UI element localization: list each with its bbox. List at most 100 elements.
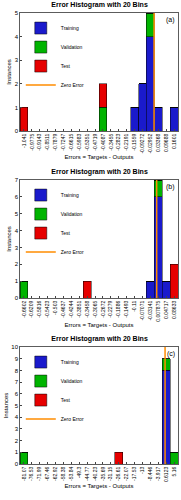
svg-text:-3.917: -3.917: [155, 467, 161, 481]
svg-text:-71.99: -71.99: [36, 467, 42, 481]
svg-text:-0.03141: -0.03141: [147, 301, 153, 321]
svg-text:0.08633: 0.08633: [171, 301, 177, 319]
svg-text:9: 9: [15, 356, 19, 362]
svg-text:1: 1: [15, 105, 19, 111]
svg-text:Zero Error: Zero Error: [61, 249, 84, 255]
svg-text:-0.7879: -0.7879: [52, 134, 58, 151]
svg-text:-0.09272: -0.09272: [139, 134, 145, 154]
svg-text:-49.3: -49.3: [76, 467, 82, 479]
svg-text:Training: Training: [61, 25, 79, 31]
svg-text:7: 7: [15, 177, 19, 183]
svg-text:Instances: Instances: [6, 59, 12, 85]
svg-text:-0.4719: -0.4719: [92, 134, 98, 151]
svg-text:-0.5816: -0.5816: [36, 301, 42, 318]
svg-text:-0.503: -0.503: [52, 301, 58, 315]
svg-text:Training: Training: [61, 192, 79, 198]
svg-text:-0.4244: -0.4244: [68, 301, 74, 318]
svg-text:-13: -13: [139, 467, 145, 474]
svg-text:-0.11: -0.11: [131, 301, 137, 312]
svg-text:-8.446: -8.446: [147, 467, 153, 481]
svg-text:-81.07: -81.07: [21, 467, 27, 481]
svg-text:6: 6: [15, 194, 19, 200]
svg-text:0: 0: [15, 128, 19, 134]
svg-text:(c): (c): [167, 350, 175, 358]
svg-text:-0.1493: -0.1493: [123, 301, 129, 318]
svg-text:-76.53: -76.53: [28, 467, 34, 481]
svg-text:-26.61: -26.61: [115, 467, 121, 481]
svg-text:0.09688: 0.09688: [163, 134, 169, 152]
svg-text:(a): (a): [166, 16, 175, 24]
svg-text:-0.3455: -0.3455: [108, 134, 114, 151]
svg-text:(b): (b): [166, 183, 175, 191]
svg-text:10: 10: [11, 344, 18, 350]
svg-text:7: 7: [15, 379, 19, 385]
svg-text:Test: Test: [61, 230, 71, 236]
svg-text:-35.69: -35.69: [100, 467, 106, 481]
svg-text:-0.8511: -0.8511: [44, 134, 50, 151]
svg-text:5: 5: [15, 10, 19, 16]
svg-text:-1.041: -1.041: [21, 134, 27, 148]
svg-text:0.04717: 0.04717: [163, 301, 169, 319]
svg-text:Error Histogram with 20 Bins: Error Histogram with 20 Bins: [51, 335, 148, 343]
svg-text:-31.15: -31.15: [107, 467, 113, 481]
svg-text:Training: Training: [61, 359, 79, 365]
svg-text:0.1601: 0.1601: [171, 134, 177, 150]
svg-text:Validation: Validation: [61, 44, 83, 50]
svg-text:Test: Test: [61, 397, 71, 403]
svg-text:4: 4: [15, 228, 19, 234]
svg-text:-0.9775: -0.9775: [29, 134, 35, 151]
svg-text:-0.07071: -0.07071: [139, 301, 145, 321]
svg-text:5.16: 5.16: [171, 467, 177, 477]
svg-text:-0.3065: -0.3065: [92, 301, 98, 318]
svg-text:-0.5983: -0.5983: [76, 134, 82, 151]
svg-text:0: 0: [15, 295, 19, 301]
svg-text:0.007875: 0.007875: [155, 301, 161, 322]
svg-text:-0.3458: -0.3458: [84, 301, 90, 318]
svg-text:-0.6615: -0.6615: [68, 134, 74, 151]
svg-text:-62.92: -62.92: [52, 467, 58, 481]
svg-text:-44.77: -44.77: [84, 467, 90, 481]
svg-text:-0.1559: -0.1559: [131, 134, 137, 151]
svg-text:0: 0: [15, 461, 19, 467]
svg-text:Zero Error: Zero Error: [61, 82, 84, 88]
svg-text:0.03368: 0.03368: [155, 134, 161, 152]
svg-text:2: 2: [15, 81, 19, 87]
svg-text:-0.2279: -0.2279: [107, 301, 113, 318]
svg-text:Errors = Targets - Outputs: Errors = Targets - Outputs: [64, 322, 133, 328]
svg-text:Instances: Instances: [6, 226, 12, 252]
svg-text:-58.38: -58.38: [60, 467, 66, 481]
svg-text:Test: Test: [61, 63, 71, 69]
svg-text:-0.02952: -0.02952: [147, 134, 153, 154]
svg-text:1: 1: [15, 278, 19, 284]
svg-text:-22.07: -22.07: [123, 467, 129, 481]
svg-text:1: 1: [15, 449, 19, 455]
svg-text:5: 5: [15, 403, 19, 409]
svg-text:-0.5351: -0.5351: [84, 134, 90, 151]
svg-text:-0.4637: -0.4637: [60, 301, 66, 318]
svg-text:-40.23: -40.23: [92, 467, 98, 481]
svg-text:-0.5423: -0.5423: [44, 301, 50, 318]
svg-text:Validation: Validation: [61, 378, 83, 384]
svg-text:-0.6209: -0.6209: [28, 301, 34, 318]
svg-text:-0.1886: -0.1886: [115, 301, 121, 318]
svg-text:Errors = Targets - Outputs: Errors = Targets - Outputs: [64, 154, 133, 160]
svg-text:-0.7247: -0.7247: [60, 134, 66, 151]
svg-text:-0.2823: -0.2823: [115, 134, 121, 151]
svg-text:-0.4087: -0.4087: [100, 134, 106, 151]
svg-text:-53.84: -53.84: [68, 467, 74, 481]
svg-text:Error Histogram with 20 Bins: Error Histogram with 20 Bins: [51, 1, 148, 9]
svg-text:-0.9143: -0.9143: [36, 134, 42, 151]
svg-text:-67.46: -67.46: [44, 467, 50, 481]
svg-text:-17.53: -17.53: [131, 467, 137, 481]
svg-text:-0.2672: -0.2672: [100, 301, 106, 318]
svg-text:8: 8: [15, 368, 19, 374]
svg-text:0.6123: 0.6123: [163, 467, 169, 483]
svg-text:-0.2191: -0.2191: [123, 134, 129, 151]
svg-text:Errors = Targets - Outputs: Errors = Targets - Outputs: [64, 483, 133, 489]
svg-text:3: 3: [15, 57, 19, 63]
svg-text:Validation: Validation: [61, 211, 83, 217]
svg-text:-0.6602: -0.6602: [21, 301, 27, 318]
svg-text:6: 6: [15, 391, 19, 397]
svg-text:Zero Error: Zero Error: [61, 416, 84, 422]
svg-text:2: 2: [15, 261, 19, 267]
